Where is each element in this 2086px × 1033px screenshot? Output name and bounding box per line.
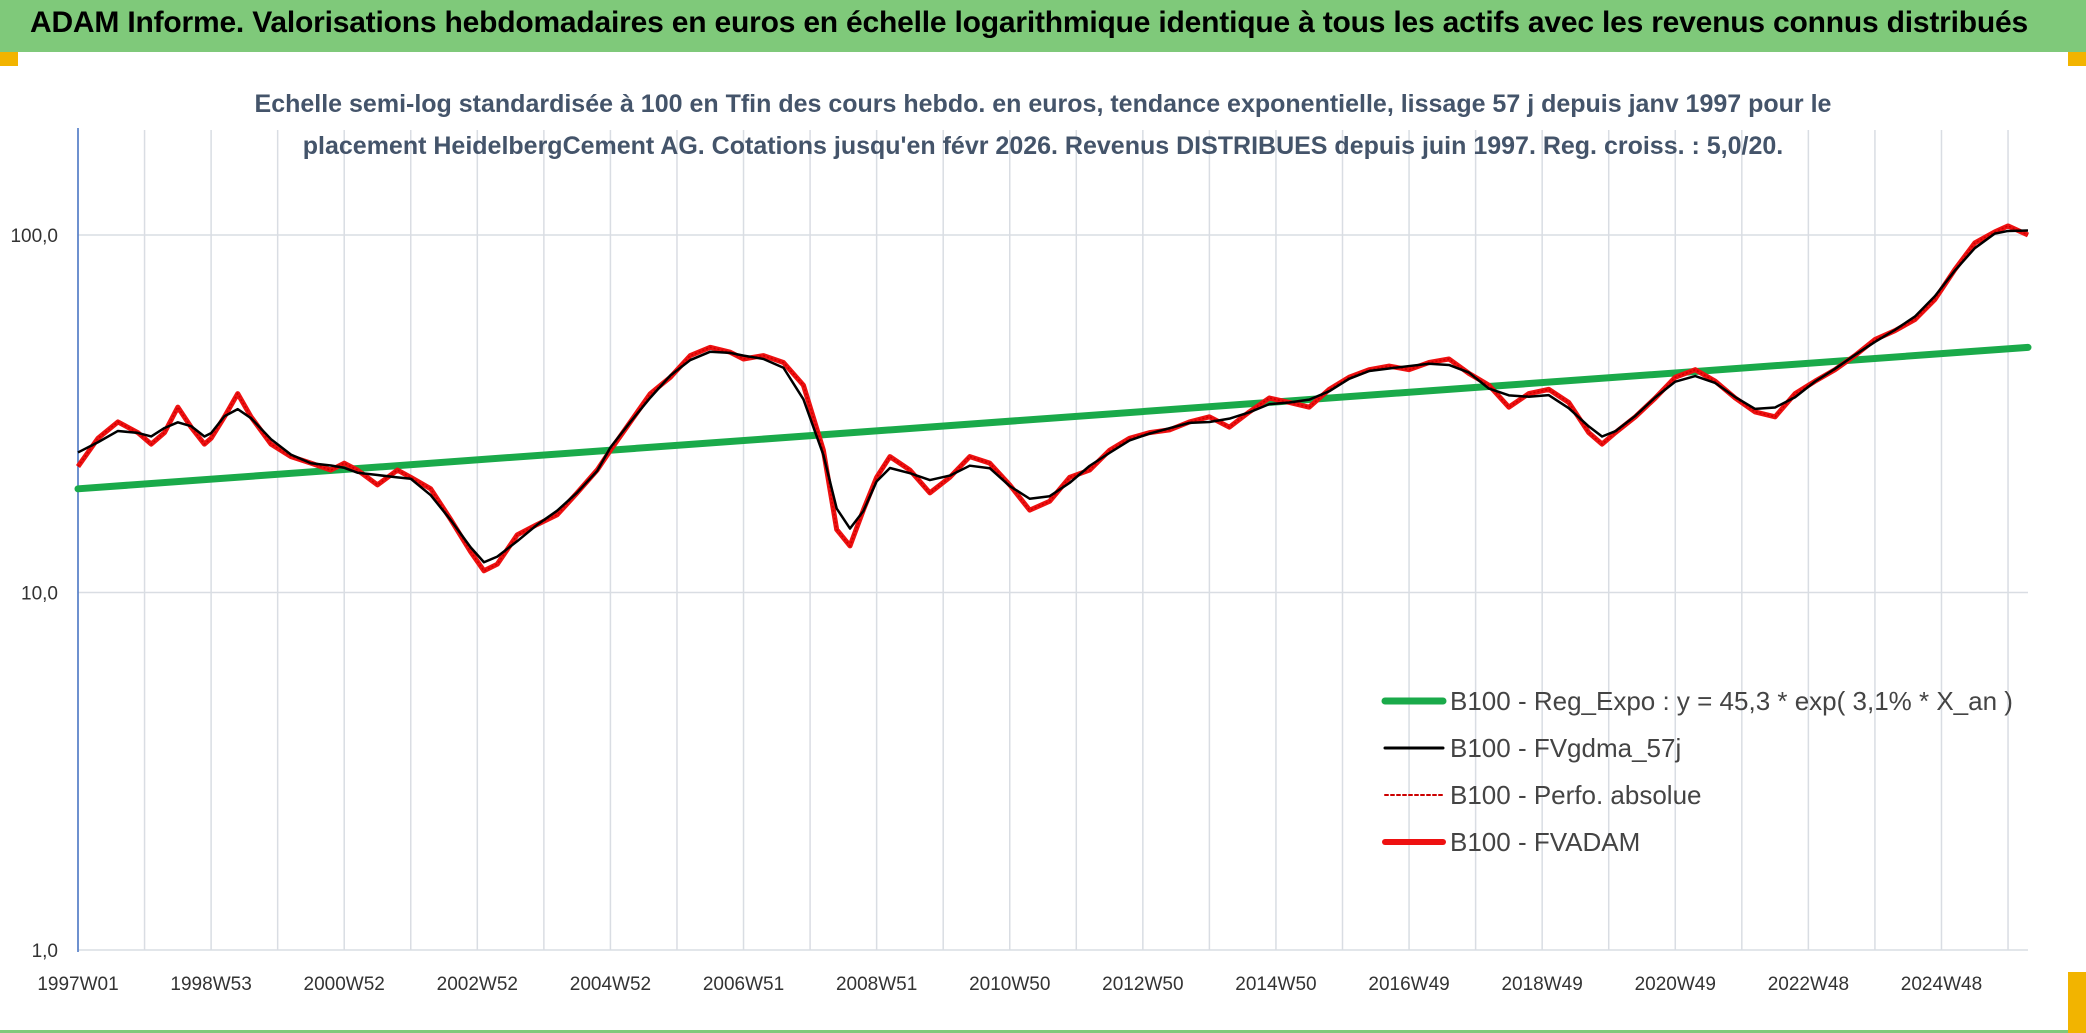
x-tick-label: 2018W49 (1501, 974, 1582, 995)
legend-label-smoothed: B100 - FVgdma_57j (1450, 733, 1681, 763)
page-title: ADAM Informe. Valorisations hebdomadaire… (30, 6, 2028, 39)
bottom-border (0, 1030, 2068, 1033)
x-tick-label: 2002W52 (437, 974, 518, 995)
x-tick-label: 2016W49 (1368, 974, 1449, 995)
x-tick-label: 2024W48 (1901, 974, 1982, 995)
legend-label-fvadam: B100 - FVADAM (1450, 827, 1640, 857)
y-tick-label: 1,0 (32, 941, 58, 962)
series-line-regression (74, 343, 2032, 493)
chart-title-line2: placement HeidelbergCement AG. Cotations… (303, 132, 1783, 160)
y-axis-ticks: 1,0 10,0 100,0 (10, 226, 58, 962)
x-tick-label: 2000W52 (304, 974, 385, 995)
legend: B100 - Reg_Expo : y = 45,3 * exp( 3,1% *… (1381, 686, 2013, 857)
x-tick-label: 2020W49 (1635, 974, 1716, 995)
chart-title-line1: Echelle semi-log standardisée à 100 en T… (255, 90, 1832, 118)
series-line-absolute (77, 225, 2029, 572)
corner-marker-left (0, 52, 18, 66)
legend-label-regression: B100 - Reg_Expo : y = 45,3 * exp( 3,1% *… (1450, 686, 2013, 716)
x-tick-label: 2014W50 (1235, 974, 1316, 995)
y-tick-label: 100,0 (10, 226, 58, 247)
x-tick-label: 1998W53 (170, 974, 251, 995)
chart-area: 1,0 10,0 100,0 1997W01 1998W53 2000W52 2002W5… (10, 90, 2032, 995)
corner-marker-bottom-right (2068, 972, 2086, 1033)
x-tick-label: 2006W51 (703, 974, 784, 995)
x-tick-label: 2010W50 (969, 974, 1050, 995)
grid (77, 130, 2028, 951)
x-tick-label: 2012W50 (1102, 974, 1183, 995)
series (74, 223, 2032, 574)
corner-marker-right (2068, 52, 2086, 66)
x-tick-label: 2022W48 (1768, 974, 1849, 995)
header-bar: ADAM Informe. Valorisations hebdomadaire… (0, 0, 2086, 52)
legend-label-absolute: B100 - Perfo. absolue (1450, 780, 1702, 810)
x-tick-label: 1997W01 (37, 974, 118, 995)
x-axis-ticks: 1997W01 1998W53 2000W52 2002W52 2004W52 2006W… (37, 974, 1982, 995)
y-tick-label: 10,0 (21, 584, 58, 605)
x-tick-label: 2008W51 (836, 974, 917, 995)
x-tick-label: 2004W52 (570, 974, 651, 995)
series-line-smoothed (77, 229, 2029, 564)
